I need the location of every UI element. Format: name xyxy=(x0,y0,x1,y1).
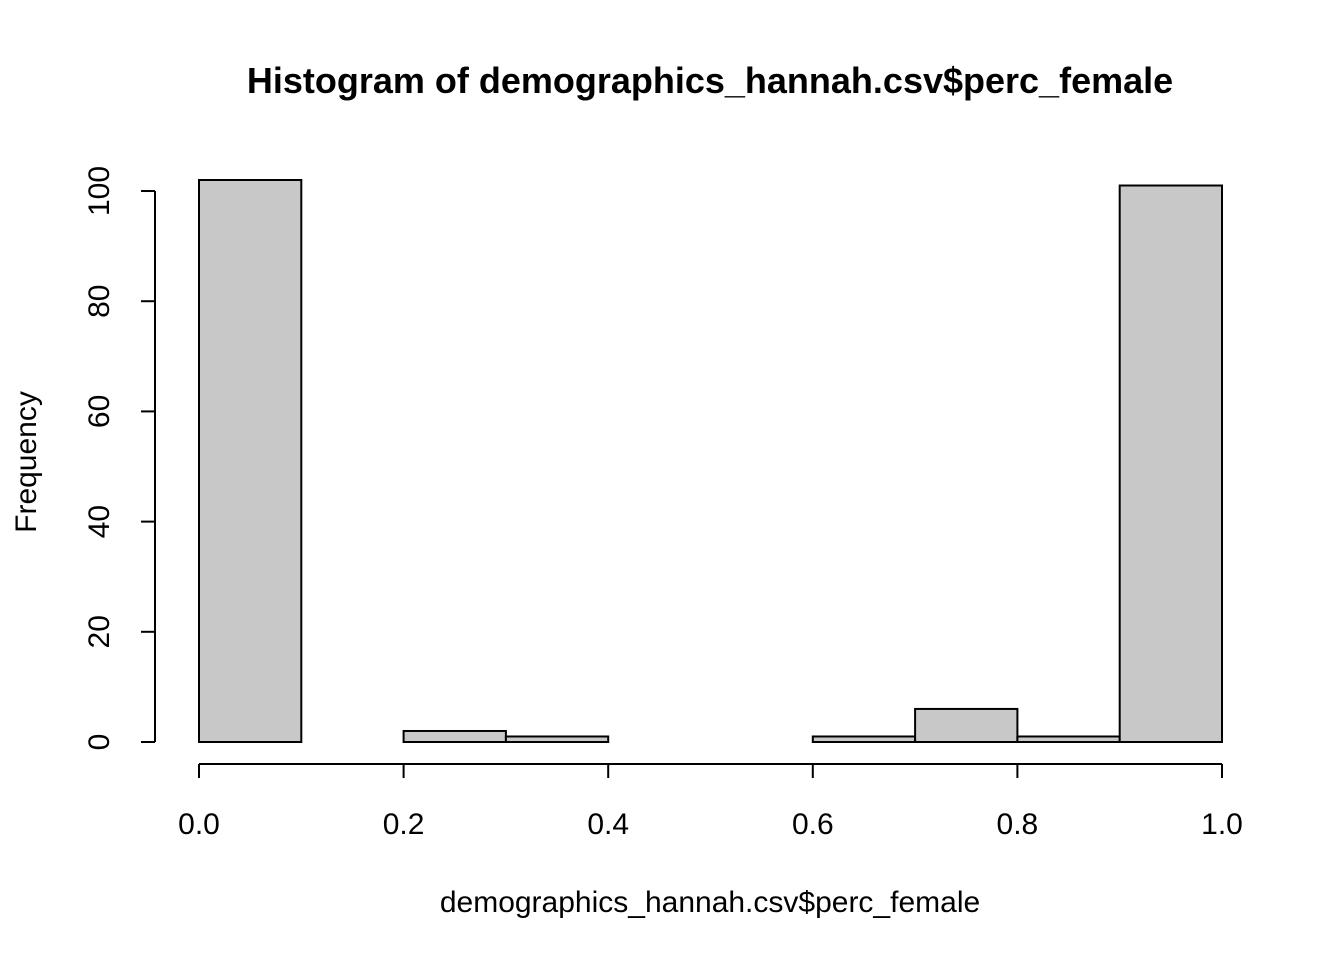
x-axis: 0.0 0.2 0.4 0.6 0.8 1.0 xyxy=(178,763,1243,841)
x-tick-label-4: 0.8 xyxy=(997,808,1039,841)
y-tick-label-2: 40 xyxy=(83,505,116,538)
y-axis-label: Frequency xyxy=(10,391,43,533)
y-axis: 0 20 40 60 80 100 xyxy=(83,166,156,751)
y-tick-label-1: 20 xyxy=(83,615,116,648)
histogram-bar-2 xyxy=(402,729,507,744)
y-tick-label-4: 80 xyxy=(83,285,116,318)
y-tick-label-0: 0 xyxy=(83,734,116,751)
x-axis-label: demographics_hannah.csv$perc_female xyxy=(440,886,980,919)
histogram-bar-0 xyxy=(198,179,303,743)
x-tick-label-1: 0.2 xyxy=(383,808,425,841)
y-tick-label-5: 100 xyxy=(83,166,116,216)
bars-group xyxy=(198,179,1223,744)
chart-title: Histogram of demographics_hannah.csv$per… xyxy=(247,60,1173,101)
x-tick-label-2: 0.4 xyxy=(587,808,629,841)
histogram-bar-8 xyxy=(1016,735,1121,743)
histogram-bar-7 xyxy=(914,707,1019,743)
x-tick-label-3: 0.6 xyxy=(792,808,834,841)
x-tick-label-0: 0.0 xyxy=(178,808,220,841)
y-tick-label-3: 60 xyxy=(83,395,116,428)
histogram-bar-9 xyxy=(1118,184,1223,743)
histogram-bar-6 xyxy=(811,735,917,743)
histogram-bar-3 xyxy=(504,735,610,743)
x-tick-label-5: 1.0 xyxy=(1201,808,1243,841)
